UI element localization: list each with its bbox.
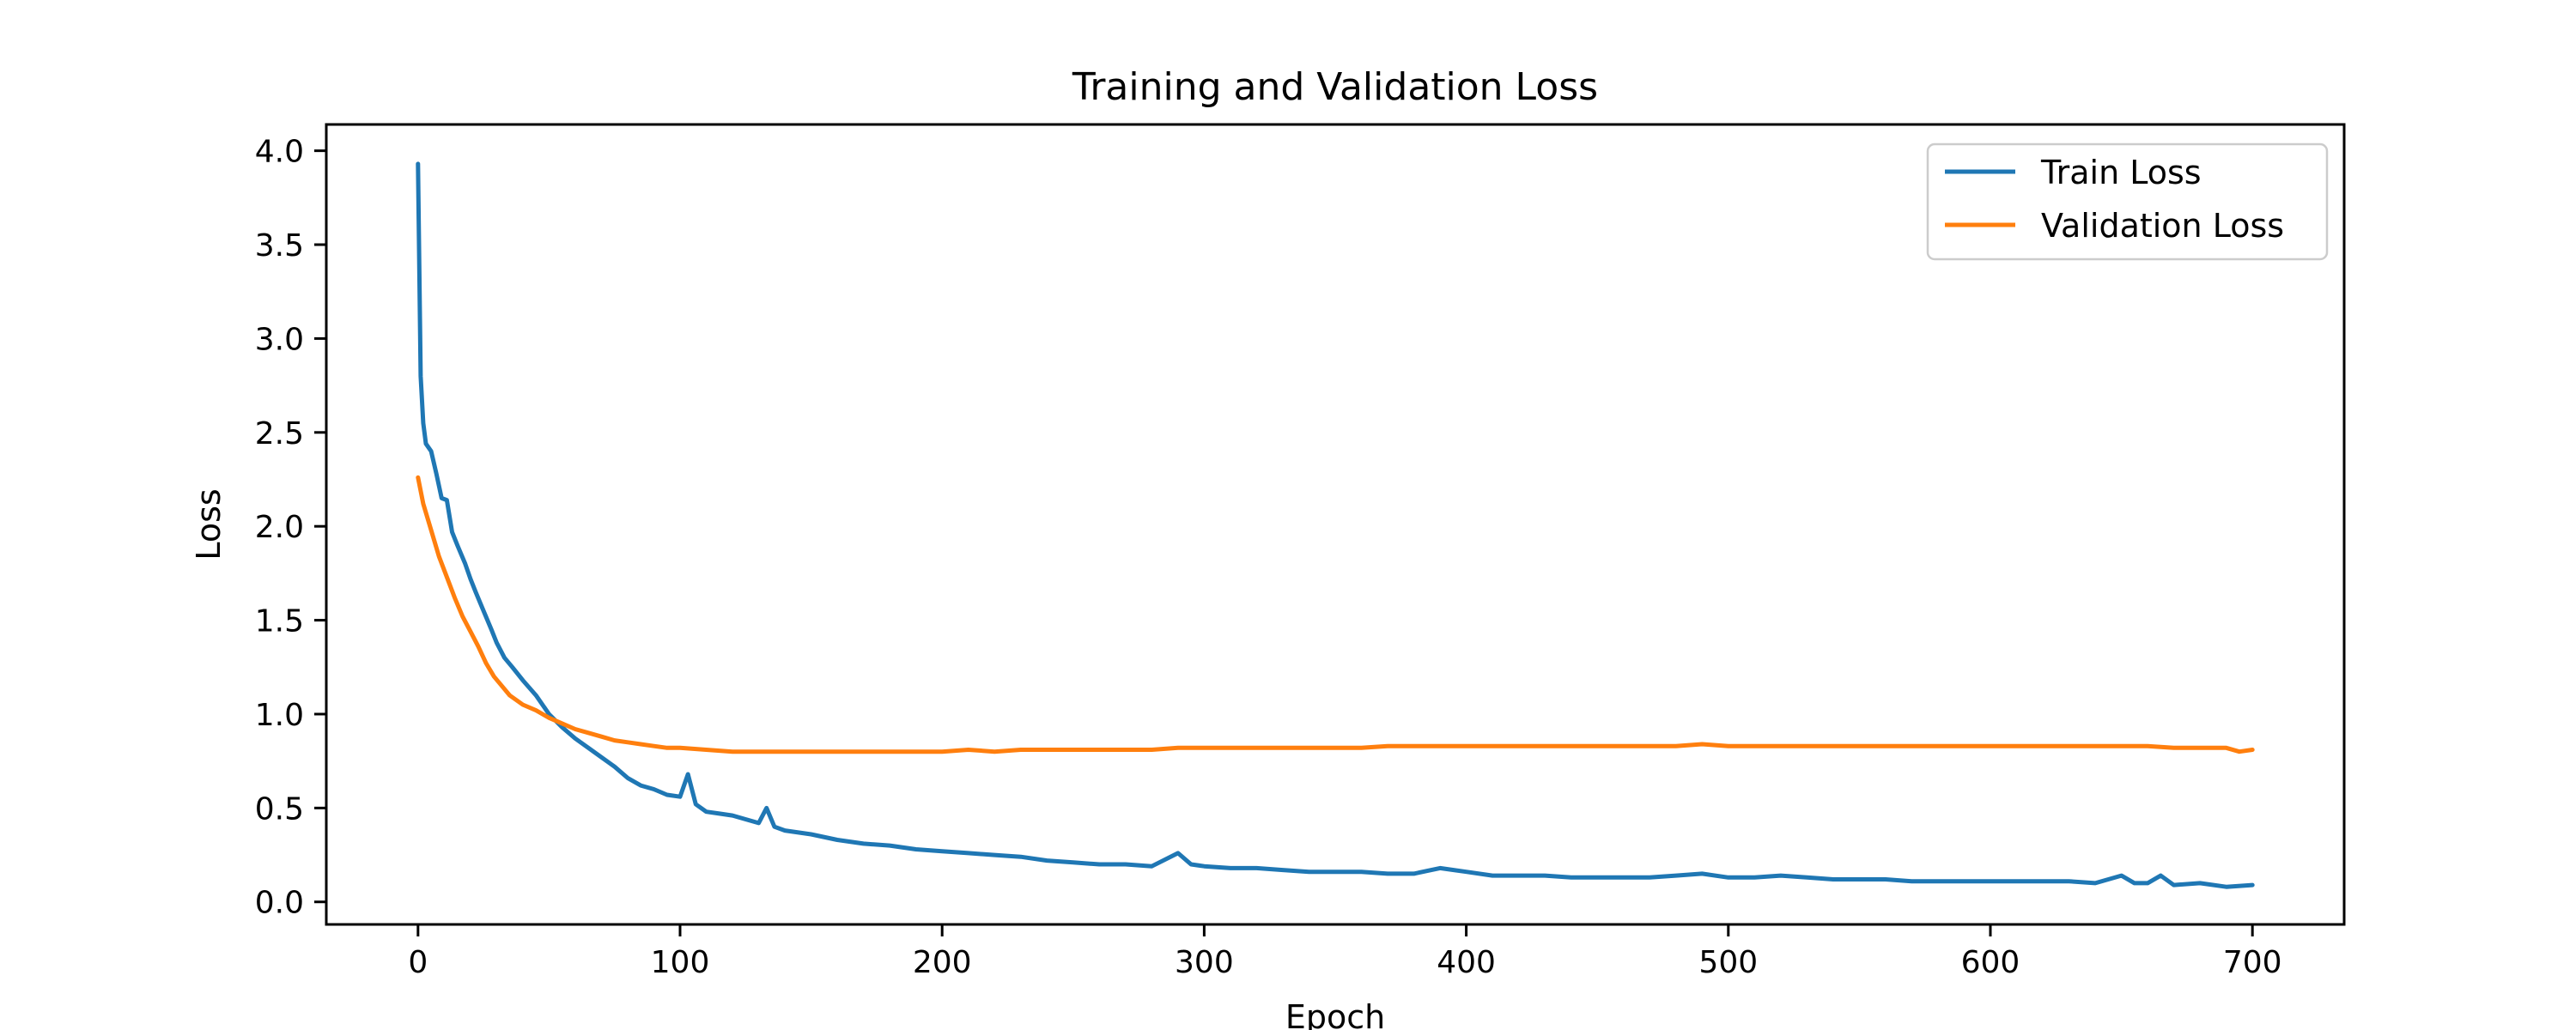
y-tick-label: 1.0 <box>255 698 304 733</box>
y-tick-label: 3.5 <box>255 228 304 264</box>
x-axis-label: Epoch <box>1285 998 1385 1030</box>
legend-frame <box>1926 142 2329 261</box>
series-line-validation <box>416 475 2255 754</box>
y-tick-label: 1.5 <box>255 604 304 639</box>
legend-label-validation: Validation Loss <box>2041 207 2284 245</box>
x-tick-label: 300 <box>1175 945 1234 980</box>
x-tick-label: 100 <box>651 945 710 980</box>
plot-frame <box>325 123 2346 926</box>
y-tick-label: 2.0 <box>255 510 304 545</box>
x-tick-label: 500 <box>1698 945 1758 980</box>
legend-label-train: Train Loss <box>2040 154 2202 191</box>
y-axis: 0.0 0.5 1.0 1.5 2.0 2.5 3.0 3.5 4.0 <box>255 135 326 921</box>
y-tick-label: 0.5 <box>255 791 304 827</box>
y-tick-label: 2.5 <box>255 416 304 451</box>
y-axis-label: Loss <box>190 488 228 560</box>
y-tick-label: 3.0 <box>255 322 304 357</box>
x-tick-label: 400 <box>1437 945 1496 980</box>
chart-title: Training and Validation Loss <box>1072 65 1598 109</box>
x-tick-label: 0 <box>408 945 428 980</box>
x-axis: 0 100 200 300 400 500 600 700 <box>408 924 2282 980</box>
series-line-train <box>416 161 2255 889</box>
y-tick-label: 0.0 <box>255 886 304 921</box>
x-tick-label: 600 <box>1961 945 2020 980</box>
x-tick-label: 700 <box>2223 945 2282 980</box>
legend: Train Loss Validation Loss <box>1926 142 2329 261</box>
y-tick-label: 4.0 <box>255 135 304 170</box>
series-layer <box>416 161 2255 889</box>
x-tick-label: 200 <box>913 945 972 980</box>
